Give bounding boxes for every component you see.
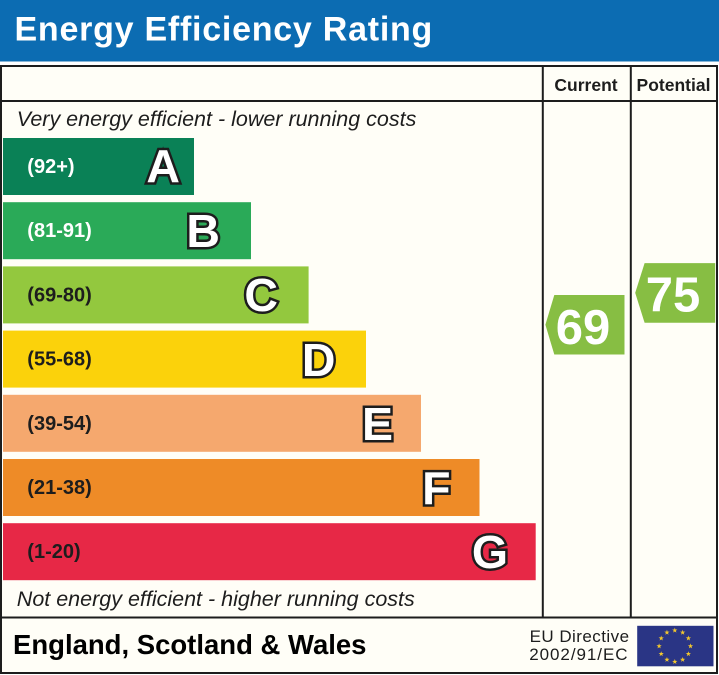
svg-text:EU Directive: EU Directive — [530, 627, 630, 646]
svg-text:(1-20): (1-20) — [27, 541, 80, 563]
svg-text:(69-80): (69-80) — [27, 284, 91, 306]
svg-text:(81-91): (81-91) — [27, 220, 91, 242]
svg-text:Current: Current — [554, 75, 617, 95]
svg-text:D: D — [302, 334, 336, 386]
svg-text:(39-54): (39-54) — [27, 413, 91, 435]
svg-text:69: 69 — [556, 301, 611, 355]
svg-text:Potential: Potential — [637, 75, 711, 95]
svg-text:(21-38): (21-38) — [27, 477, 91, 499]
svg-text:E: E — [362, 398, 393, 450]
svg-text:2002/91/EC: 2002/91/EC — [529, 645, 628, 664]
svg-text:(55-68): (55-68) — [27, 349, 91, 371]
svg-text:England, Scotland & Wales: England, Scotland & Wales — [13, 629, 366, 660]
svg-text:Not energy efficient - higher: Not energy efficient - higher running co… — [17, 587, 415, 611]
svg-text:G: G — [472, 526, 508, 578]
svg-text:(92+): (92+) — [27, 156, 74, 178]
svg-text:B: B — [186, 205, 220, 257]
svg-text:F: F — [422, 462, 450, 514]
svg-text:75: 75 — [646, 269, 701, 323]
svg-text:C: C — [244, 269, 278, 321]
svg-text:Energy Efficiency Rating: Energy Efficiency Rating — [15, 11, 434, 49]
svg-text:Very energy efficient - lower: Very energy efficient - lower running co… — [17, 107, 417, 131]
svg-text:A: A — [146, 140, 180, 192]
